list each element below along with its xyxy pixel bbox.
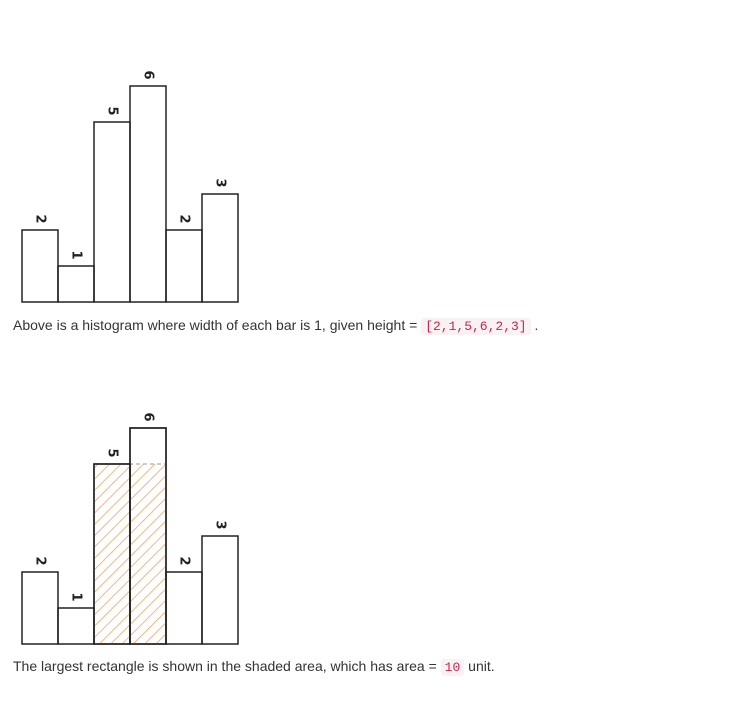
largest-rectangle-chart: 2 1 5 6 2 3 [0,392,300,657]
histogram-chart: 2 1 5 6 2 3 [0,50,300,315]
bar-3 [129,85,167,303]
bar-label-2: 5 [105,448,120,457]
bar-4 [165,229,203,303]
bar-label-1: 1 [69,250,84,259]
bar-5 [201,193,239,303]
bar-label-0: 2 [33,214,48,223]
bar-1 [57,265,95,303]
bar-2 [93,121,131,303]
bar-0 [21,229,59,303]
bar-label-2: 5 [105,106,120,115]
caption-suffix: unit. [464,658,495,674]
bar-label-0: 2 [33,556,48,565]
bar-label-3: 6 [141,70,156,79]
caption-text: The largest rectangle is shown in the sh… [13,658,441,674]
bar-4 [165,571,203,645]
histogram-svg: 2 1 5 6 2 3 [21,70,239,303]
caption-suffix: . [530,317,539,333]
bar-label-5: 3 [213,520,228,529]
bar-1 [57,607,95,645]
bar-label-1: 1 [69,592,84,601]
largest-rectangle-caption: The largest rectangle is shown in the sh… [13,658,495,676]
largest-rectangle-svg: 2 1 5 6 2 3 [21,412,239,645]
histogram-caption: Above is a histogram where width of each… [13,317,539,335]
bar-label-3: 6 [141,412,156,421]
bar-label-4: 2 [177,556,192,565]
bar-outline-3 [129,427,167,645]
bar-label-4: 2 [177,214,192,223]
bar-label-5: 3 [213,178,228,187]
bar-0 [21,571,59,645]
height-array-code: [2,1,5,6,2,3] [421,318,531,335]
area-value-code: 10 [440,659,465,676]
bar-5 [201,535,239,645]
caption-text: Above is a histogram where width of each… [13,317,422,333]
